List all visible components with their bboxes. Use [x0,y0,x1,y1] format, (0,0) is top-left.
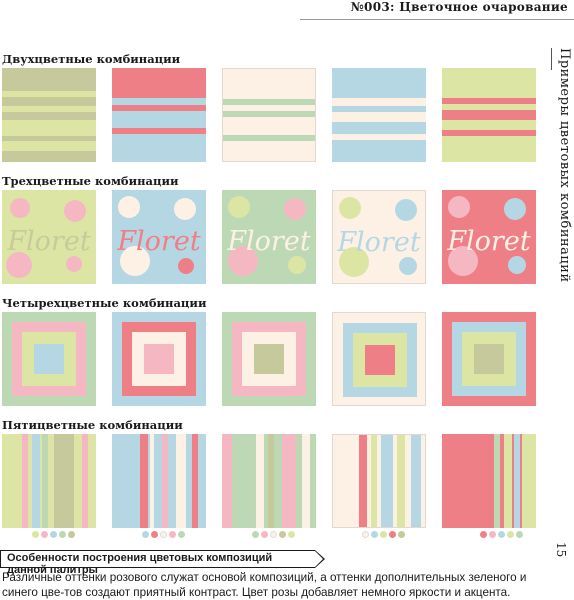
callout-title: Особенности построения цветовых композиц… [7,552,273,576]
floret-text: Floret [447,226,531,257]
section-title-three-color: Трехцветные комбинации [2,174,179,188]
swatch-four-color-4 [332,312,426,406]
floret-text: Floret [7,226,91,257]
callout-box: Особенности построения цветовых композиц… [0,550,325,576]
section-title-five-color: Пятицветные комбинации [2,418,183,432]
floret-text: Floret [227,226,311,257]
swatch-five-color-5 [442,434,536,528]
swatch-three-color-5: Floret [442,190,536,284]
swatch-two-color-2 [112,68,206,162]
swatch-three-color-3: Floret [222,190,316,284]
section-title-four-color: Четырехцветные комбинации [2,296,207,310]
floret-text: Floret [117,226,201,257]
swatch-two-color-4 [332,68,426,162]
page-header-title: №003: Цветочное очарование [350,0,568,14]
swatch-three-color-1: Floret [2,190,96,284]
swatch-four-color-3 [222,312,316,406]
swatch-two-color-1 [2,68,96,162]
swatch-five-color-3 [222,434,316,528]
color-dots-4 [362,531,405,538]
callout-arrow-inner [315,551,323,567]
swatch-four-color-2 [112,312,206,406]
swatch-three-color-4: Floret [332,190,426,284]
floret-text: Floret [337,227,421,258]
color-dots-2 [142,531,185,538]
color-dots-1 [32,531,75,538]
sidebar-rule [551,48,552,70]
swatch-five-color-1 [2,434,96,528]
swatch-five-color-2 [112,434,206,528]
swatch-two-color-5 [442,68,536,162]
swatch-three-color-2: Floret [112,190,206,284]
swatch-five-color-4 [332,434,426,528]
header-rule [300,19,574,20]
swatch-four-color-1 [2,312,96,406]
swatch-four-color-5 [442,312,536,406]
color-dots-3 [252,531,295,538]
body-paragraph: Различные оттенки розового служат осново… [2,571,527,599]
section-title-two-color: Двухцветные комбинации [2,52,181,66]
swatch-two-color-3 [222,68,316,162]
sidebar-heading: Примеры цветовых комбинаций [557,48,572,283]
page-number: 15 [554,542,568,558]
color-dots-5 [480,531,523,538]
